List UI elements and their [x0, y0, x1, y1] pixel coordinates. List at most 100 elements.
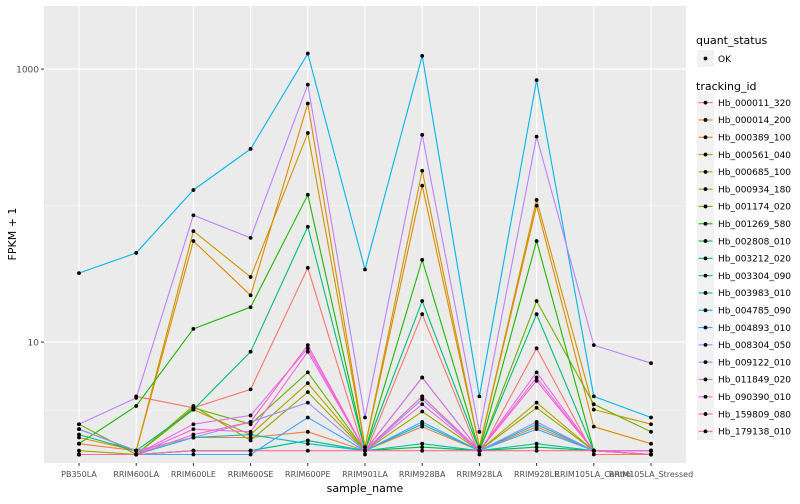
- legend-point: [703, 135, 708, 140]
- data-point: [191, 422, 196, 427]
- data-point: [534, 346, 539, 351]
- data-point: [191, 239, 196, 243]
- data-point: [305, 343, 310, 348]
- legend-point: [703, 152, 708, 157]
- data-point: [191, 229, 196, 234]
- data-point: [134, 448, 139, 453]
- data-point: [534, 445, 539, 449]
- data-point: [305, 441, 310, 446]
- legend-label: Hb_179138_010: [718, 428, 791, 438]
- data-point: [534, 299, 539, 303]
- x-tick-label: PB350LA: [61, 470, 97, 479]
- data-point: [248, 235, 253, 240]
- data-point: [305, 381, 310, 386]
- data-point: [248, 293, 253, 298]
- legend-label: Hb_000014_200: [718, 116, 791, 126]
- data-point: [477, 448, 482, 453]
- legend-point: [703, 100, 708, 105]
- legend-label: Hb_003304_090: [718, 272, 791, 282]
- legend-point: [703, 360, 708, 365]
- data-point: [420, 183, 425, 188]
- data-point: [191, 432, 196, 437]
- y-tick-label: 1000: [16, 66, 39, 76]
- data-point: [191, 188, 196, 192]
- data-point: [649, 448, 653, 453]
- legend: quant_status tracking_id OK Hb_000011_320…: [696, 34, 791, 440]
- data-point: [248, 275, 253, 279]
- x-tick-label: RRIM105LA_Control: [554, 470, 633, 479]
- data-point: [77, 432, 81, 437]
- data-point: [420, 168, 425, 173]
- legend-point: [703, 221, 708, 226]
- data-point: [420, 53, 425, 58]
- data-point: [191, 448, 196, 453]
- data-point: [77, 448, 81, 453]
- legend-point: [703, 239, 708, 243]
- legend-point-ok: [703, 56, 708, 61]
- legend-point: [703, 204, 708, 209]
- data-point: [305, 429, 310, 434]
- data-point: [305, 265, 310, 270]
- data-point: [191, 407, 196, 412]
- data-point: [248, 452, 253, 457]
- data-point: [77, 271, 81, 276]
- x-tick-label: RRIM928LE: [514, 470, 559, 479]
- data-point: [77, 452, 81, 457]
- data-point: [77, 427, 81, 432]
- data-point: [363, 267, 367, 272]
- data-point: [534, 203, 539, 208]
- legend-label: Hb_011849_020: [718, 376, 791, 386]
- legend-label: Hb_001174_020: [718, 203, 791, 213]
- data-point: [649, 452, 653, 457]
- legend-label: Hb_004893_010: [718, 324, 791, 334]
- data-point: [534, 405, 539, 410]
- legend-label: Hb_001269_580: [718, 220, 791, 230]
- data-point: [248, 429, 253, 434]
- x-tick-label: RRIM928BA: [399, 470, 446, 479]
- legend-label: Hb_003983_010: [718, 289, 791, 299]
- data-point: [534, 378, 539, 383]
- data-point: [363, 452, 367, 457]
- legend-point: [703, 342, 708, 347]
- data-point: [248, 147, 253, 151]
- data-point: [591, 448, 596, 453]
- data-point: [77, 441, 81, 446]
- data-point: [305, 349, 310, 354]
- data-point: [534, 239, 539, 243]
- x-axis-title: sample_name: [327, 482, 404, 495]
- data-point: [363, 448, 367, 453]
- x-tick-label: RRIM600SE: [228, 470, 274, 479]
- legend-label: Hb_159809_080: [718, 410, 791, 420]
- data-point: [248, 349, 253, 354]
- data-point: [591, 424, 596, 429]
- legend-label: Hb_003212_020: [718, 255, 791, 265]
- data-point: [420, 445, 425, 449]
- x-tick-label: RRIM105LA_Stressed: [609, 470, 693, 479]
- data-point: [534, 370, 539, 375]
- legend-label-ok: OK: [718, 55, 732, 65]
- legend-quant-status-title: quant_status: [696, 34, 768, 47]
- data-point: [248, 432, 253, 437]
- series-layer: [77, 51, 653, 457]
- data-point: [134, 452, 139, 457]
- data-point: [649, 361, 653, 366]
- data-point: [420, 258, 425, 262]
- data-point: [191, 326, 196, 331]
- data-point: [305, 131, 310, 135]
- legend-label: Hb_004785_090: [718, 306, 791, 316]
- data-point: [420, 448, 425, 453]
- data-point: [305, 101, 310, 106]
- data-point: [248, 435, 253, 440]
- data-point: [534, 134, 539, 139]
- legend-label: Hb_000561_040: [718, 151, 791, 161]
- data-point: [248, 448, 253, 453]
- data-point: [534, 441, 539, 446]
- data-point: [649, 429, 653, 434]
- data-point: [363, 415, 367, 420]
- legend-point: [703, 256, 708, 261]
- data-point: [591, 343, 596, 348]
- data-point: [649, 441, 653, 446]
- data-point: [191, 435, 196, 440]
- data-point: [77, 422, 81, 427]
